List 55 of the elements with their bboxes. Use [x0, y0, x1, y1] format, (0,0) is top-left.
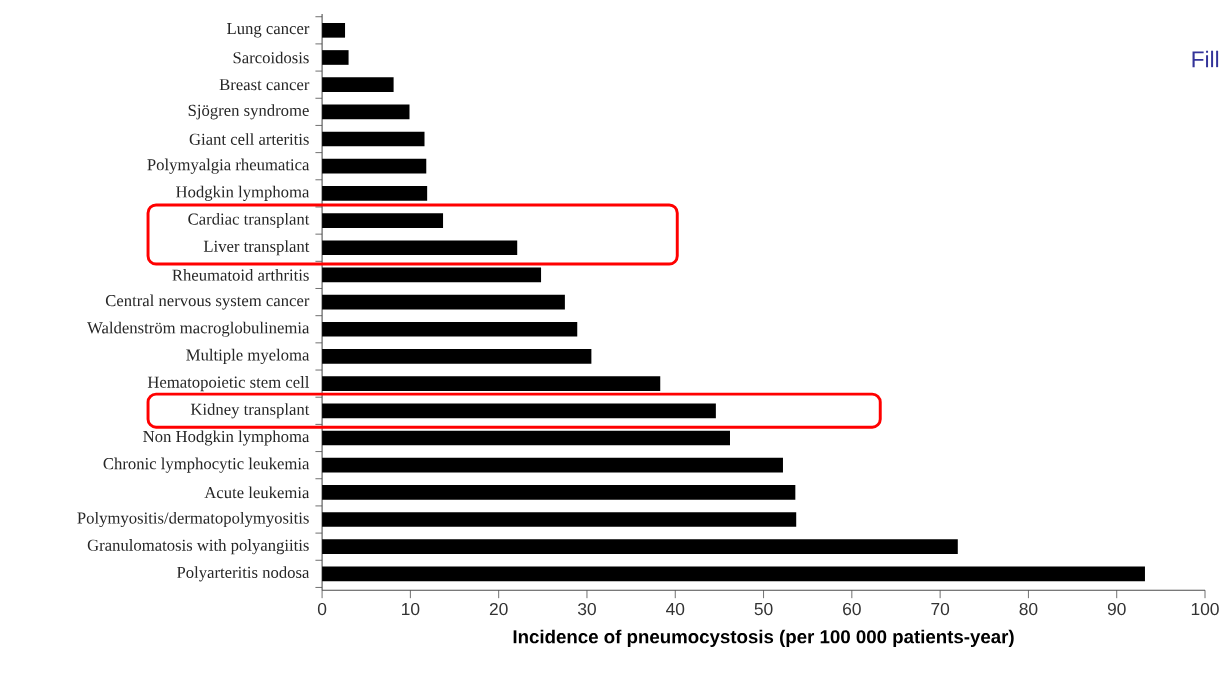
y-tick-label: Multiple myeloma — [186, 348, 310, 364]
bar — [322, 376, 661, 391]
y-tick-label: Polyarteritis nodosa — [176, 566, 310, 582]
x-axis-title: Incidence of pneumocystosis (per 100 000 patients-year) — [513, 629, 1014, 647]
bar — [322, 104, 410, 120]
bar — [322, 22, 346, 38]
bar — [322, 240, 518, 255]
annotation: Fill — [1192, 50, 1219, 68]
x-tick-label: 10 — [402, 602, 420, 616]
y-tick-label: Giant cell arteritis — [189, 133, 309, 145]
bar — [322, 185, 428, 201]
bar — [322, 77, 394, 92]
bar — [322, 512, 797, 527]
y-tick-label: Acute leukemia — [204, 486, 310, 499]
y-tick-label: Central nervous system cancer — [105, 294, 310, 310]
y-tick-label: Hodgkin lymphoma — [176, 185, 310, 201]
bar — [322, 349, 592, 364]
y-tick-label: Waldenström macroglobulinemia — [87, 321, 310, 337]
bar — [322, 321, 578, 337]
bar — [322, 484, 796, 500]
bar — [322, 158, 427, 174]
y-tick-label: Breast cancer — [219, 79, 310, 91]
y-tick-label: Kidney transplant — [190, 403, 310, 419]
x-tick-label: 60 — [843, 602, 861, 616]
y-tick-label: Sarcoidosis — [233, 51, 309, 64]
bar — [322, 403, 716, 419]
y-tick-label: Polymyalgia rheumatica — [147, 158, 310, 174]
y-tick-label: Polymyositis/dermatopolymyositis — [77, 511, 309, 527]
y-tick-label: Hematopoietic stem cell — [147, 375, 310, 392]
x-tick-label: 40 — [666, 602, 685, 616]
bar — [322, 539, 958, 554]
x-tick-label: 80 — [1019, 602, 1038, 616]
y-tick-label: Non Hodgkin lymphoma — [143, 430, 310, 446]
y-tick-label: Liver transplant — [203, 240, 310, 256]
bar — [322, 457, 783, 473]
bar — [322, 566, 1145, 582]
x-tick-label: 30 — [577, 602, 596, 616]
y-tick-label: Rheumatoid arthritis — [172, 268, 309, 281]
y-tick-label: Chronic lymphocytic leukemia — [103, 457, 310, 473]
bar — [322, 131, 425, 147]
bar — [322, 267, 542, 283]
y-tick-label: Lung cancer — [227, 22, 310, 38]
x-tick-label: 50 — [754, 602, 773, 616]
y-tick-label: Cardiac transplant — [188, 212, 310, 229]
x-tick-label: 20 — [489, 602, 508, 616]
y-tick-label: Sjögren syndrome — [188, 104, 309, 120]
y-tick-label: Granulomatosis with polyangiitis — [87, 539, 309, 555]
x-tick-label: 70 — [931, 602, 950, 616]
x-tick-label: 90 — [1107, 602, 1126, 616]
bar — [322, 213, 444, 228]
bar — [322, 294, 565, 310]
bar — [322, 50, 349, 65]
x-tick-label: 100 — [1191, 602, 1219, 616]
x-tick-label: 0 — [317, 602, 327, 616]
bar — [322, 430, 730, 446]
